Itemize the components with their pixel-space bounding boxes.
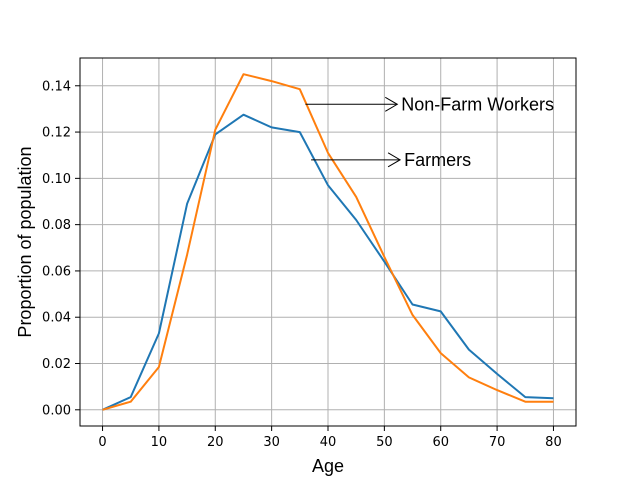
x-tick-label: 40	[320, 435, 337, 450]
annotation-label: Non-Farm Workers	[401, 94, 554, 114]
x-tick-label: 60	[432, 435, 449, 450]
x-axis-label: Age	[312, 456, 344, 476]
y-tick-label: 0.06	[42, 264, 71, 279]
annotations: Non-Farm Workers Farmers	[305, 94, 554, 170]
y-tick-label: 0.02	[42, 357, 71, 372]
series-line-2	[102, 73, 554, 411]
x-tick-label: 10	[151, 435, 168, 450]
y-tick-label: 0.14	[42, 79, 71, 94]
series-line-1	[102, 113, 554, 411]
x-tick-label: 70	[489, 435, 506, 450]
annotation-arrow-head	[385, 96, 399, 112]
y-axis-label: Proportion of population	[15, 146, 35, 337]
x-tick-label: 50	[376, 435, 393, 450]
y-tick-label: 0.08	[42, 218, 71, 233]
x-tick-label: 0	[98, 435, 106, 450]
x-axis-ticks: 0 10 20 30 40 50 60 70 80	[98, 426, 562, 450]
annotation-arrow-head	[387, 152, 402, 168]
y-tick-label: 0.00	[42, 403, 71, 418]
x-tick-label: 30	[263, 435, 280, 450]
annotation-label: Farmers	[404, 150, 471, 170]
series-lines	[102, 73, 554, 411]
y-tick-label: 0.10	[42, 172, 71, 187]
x-tick-label: 80	[545, 435, 562, 450]
y-tick-label: 0.04	[42, 311, 71, 326]
x-tick-label: 20	[207, 435, 224, 450]
y-axis-ticks: 0.00 0.02 0.04 0.06 0.08 0.10 0.12 0.14	[42, 79, 80, 418]
y-tick-label: 0.12	[42, 126, 71, 141]
